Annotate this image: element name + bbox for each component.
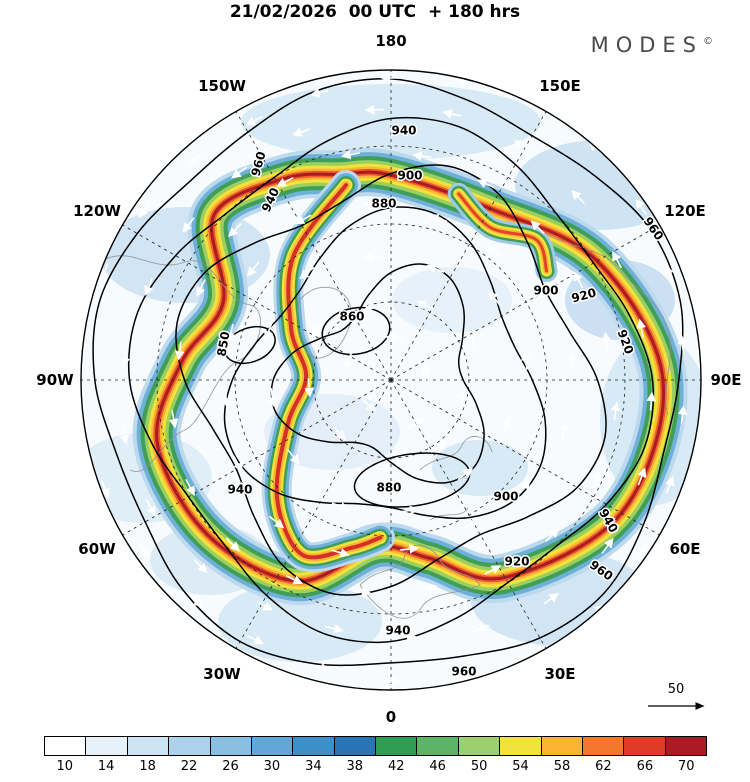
contour-label: 940 (227, 483, 252, 497)
colorbar-tick-label: 26 (222, 759, 239, 774)
colorbar-cell (582, 737, 625, 755)
colorbar-cell (665, 737, 706, 755)
modes-logo-text: MODES (590, 33, 703, 57)
lon-label-90w: 90W (36, 371, 74, 389)
jet-stream-band (132, 148, 688, 606)
chart-title: 21/02/2026 00 UTC + 180 hrs (229, 2, 521, 22)
colorbar-cell (127, 737, 170, 755)
colorbar-tick-label: 22 (180, 759, 198, 774)
colorbar-cell (210, 737, 252, 755)
colorbar-cell (45, 737, 87, 755)
reference-vector-label: 50 (668, 682, 685, 697)
colorbar-tick-label: 62 (595, 759, 612, 774)
contour-label: 960 (451, 665, 476, 679)
map-outer-border (80, 69, 702, 691)
modes-logo: MODES© (591, 33, 713, 57)
contour-label: 850 (214, 330, 232, 357)
lon-label-60e: 60E (669, 540, 701, 558)
contour-label: 900 (533, 284, 558, 298)
colorbar-cell (541, 737, 583, 755)
lon-label-150e: 150E (539, 77, 581, 95)
colorbar-tick-label: 70 (678, 759, 695, 774)
colorbar-tick-label: 42 (387, 759, 405, 774)
colorbar-cell (500, 737, 542, 755)
wind-arrows (81, 73, 688, 687)
lon-label-90e: 90E (710, 371, 742, 389)
colorbar-tick-label: 18 (139, 759, 156, 774)
contour-label: 880 (376, 481, 401, 495)
colorbar-tick-label: 14 (97, 759, 115, 774)
colorbar-tick-label: 58 (553, 759, 571, 774)
colorbar-tick-labels: 10 14 18 22 26 30 34 38 42 46 50 54 58 62 66 70 (44, 759, 707, 774)
colorbar-cell (624, 737, 666, 755)
colorbar-cell (169, 737, 211, 755)
colorbar-cell (86, 737, 128, 755)
contour-label: 900 (493, 490, 518, 504)
colorbar-tick-label: 34 (305, 759, 322, 774)
colorbar-cell (293, 737, 335, 755)
colorbar-cell (251, 737, 294, 755)
reference-vector: 50 (648, 682, 705, 710)
lon-label-30e: 30E (544, 665, 576, 683)
lon-label-30w: 30W (203, 665, 241, 683)
lon-label-180: 180 (375, 32, 407, 50)
colorbar-tick-label: 46 (429, 759, 446, 774)
contour-label: 900 (397, 169, 422, 183)
lon-label-0: 0 (385, 708, 397, 726)
lon-label-150w: 150W (198, 77, 246, 95)
contour-label: 860 (339, 310, 364, 324)
colorbar-tick-label: 50 (470, 759, 488, 774)
colorbar-tick-label: 30 (263, 759, 281, 774)
colorbar-tick-label: 66 (636, 759, 654, 774)
colorbar-tick-label: 10 (56, 759, 73, 774)
contour-label: 880 (371, 197, 396, 211)
copyright-mark: © (703, 36, 713, 47)
contour-label: 920 (504, 555, 529, 569)
colorbar-cell (376, 737, 418, 755)
colorbar-cell (417, 737, 459, 755)
colorbar-tick-label: 54 (512, 759, 529, 774)
colorbar (44, 736, 707, 756)
colorbar-cell (458, 737, 501, 755)
contour-label: 940 (385, 624, 410, 638)
colorbar-cell (334, 737, 376, 755)
colorbar-tick-label: 38 (346, 759, 364, 774)
contour-label: 940 (391, 124, 416, 138)
lon-label-120w: 120W (73, 202, 121, 220)
lon-label-120e: 120E (664, 202, 706, 220)
lon-label-60w: 60W (78, 540, 116, 558)
